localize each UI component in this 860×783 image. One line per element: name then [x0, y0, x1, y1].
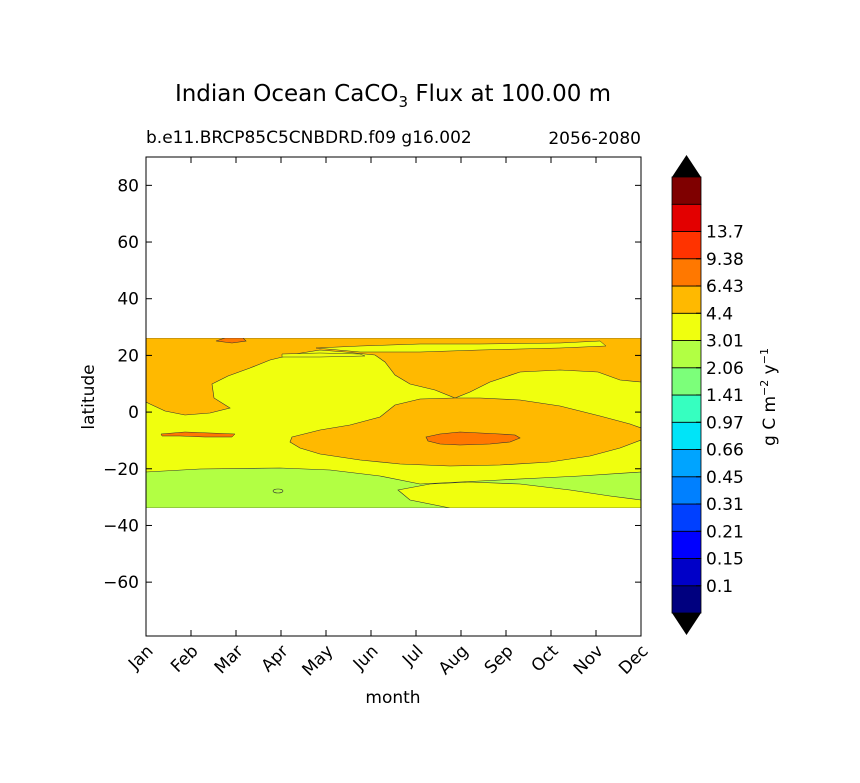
y-tick-label: 60: [117, 233, 139, 253]
x-axis-label: month: [365, 688, 420, 708]
colorbar-tick-label: 0.15: [706, 550, 744, 570]
colorbar-tick-label: 0.31: [706, 495, 744, 515]
colorbar-tick-label: 1.41: [706, 386, 744, 406]
y-tick-label: 80: [117, 176, 139, 196]
x-tick-label: Oct: [528, 641, 563, 676]
colorbar-tick-label: 0.66: [706, 441, 744, 461]
colorbar-segment: [671, 421, 702, 450]
x-tick-label: May: [299, 641, 338, 680]
plot-area: Jan Feb Mar Apr May Jun Jul Aug Sep Oct Nov Dec 80 6…: [103, 156, 653, 680]
contour-region-strip-feb: [160, 431, 236, 438]
colorbar-tick-label: 0.97: [706, 413, 744, 433]
colorbar-tick-label: 0.1: [706, 577, 733, 597]
colorbar-tick-label: 13.7: [706, 223, 744, 243]
x-tick-label: Sep: [481, 641, 518, 678]
colorbar-segment: [671, 449, 702, 478]
x-tick-label: Dec: [615, 641, 652, 678]
y-tick-label: −40: [103, 516, 139, 536]
colorbar-tick-label: 0.21: [706, 522, 744, 542]
colorbar-label-mid: y: [760, 364, 780, 379]
colorbar-segment: [671, 503, 702, 532]
y-axis-label: latitude: [79, 364, 99, 429]
x-tick-label: Nov: [570, 641, 608, 679]
contour-region-yellow-north-strip: [315, 340, 607, 353]
colorbar-segment: [671, 203, 702, 232]
x-tick-label: Apr: [258, 641, 293, 676]
contour-fills: [146, 338, 641, 508]
x-tick-label: Jan: [124, 641, 157, 674]
chart-subtitle-right: 2056-2080: [548, 129, 641, 149]
colorbar-tick-label: 0.45: [706, 468, 744, 488]
colorbar-extend-max: [672, 155, 701, 177]
x-tick-label: Feb: [167, 641, 202, 676]
chart-title-main: Indian Ocean CaCO: [175, 81, 399, 107]
contour-region-yellow-north-strip-2: [281, 352, 366, 358]
colorbar-segment: [671, 585, 702, 614]
y-tick-label: −20: [103, 460, 139, 480]
x-tick-label: Jul: [398, 641, 427, 670]
colorbar-segment: [671, 367, 702, 396]
contour-region-max-equator: [425, 431, 521, 446]
colorbar-label-main: g C m: [760, 396, 780, 446]
chart-title-suffix: Flux at 100.00 m: [408, 81, 611, 107]
plot-frame: [145, 156, 642, 637]
x-tick-label: Jun: [349, 641, 383, 675]
contour-region-orange-north: [146, 338, 641, 416]
colorbar-segment: [671, 476, 702, 505]
colorbar-segment: [671, 340, 702, 369]
colorbar-segment: [671, 394, 702, 423]
contour-region-yellow-south: [397, 481, 641, 508]
colorbar-tick-label: 3.01: [706, 332, 744, 352]
colorbar-segment: [671, 312, 702, 341]
colorbar-segment: [671, 558, 702, 587]
colorbar-segment: [671, 231, 702, 260]
chart-title-subscript: 3: [398, 93, 408, 111]
colorbar-extend-min: [672, 613, 701, 635]
y-tick-label: 0: [128, 403, 139, 423]
chart-subtitle-left: b.e11.BRCP85C5CNBDRD.f09 g16.002: [146, 128, 472, 148]
y-axis: 80 60 40 20 0 −20 −40 −60: [103, 176, 641, 593]
chart-title: Indian Ocean CaCO3 Flux at 100.00 m: [175, 81, 611, 111]
colorbar-segment: [671, 176, 702, 205]
colorbar-label-exp1: −2: [758, 380, 771, 396]
contour-region-small-green: [272, 488, 284, 494]
colorbar-label: g C m−2 y−1: [758, 348, 780, 446]
y-tick-label: −60: [103, 573, 139, 593]
colorbar: 0.1 0.15 0.21 0.31 0.45 0.66 0.97 1.41 2.06 3.01 4…: [671, 155, 744, 635]
y-tick-label: 20: [117, 346, 139, 366]
y-tick-label: 40: [117, 290, 139, 310]
colorbar-tick-label: 2.06: [706, 359, 744, 379]
colorbar-tick-label: 6.43: [706, 277, 744, 297]
colorbar-tick-label: 4.4: [706, 304, 733, 324]
x-tick-label: Aug: [435, 641, 473, 679]
colorbar-segment: [671, 258, 702, 287]
contour-region-max-north: [215, 338, 247, 344]
colorbar-tick-label: 9.38: [706, 250, 744, 270]
x-tick-label: Mar: [211, 641, 248, 678]
colorbar-segment: [671, 285, 702, 314]
colorbar-label-exp2: −1: [758, 348, 771, 364]
colorbar-segment: [671, 530, 702, 559]
